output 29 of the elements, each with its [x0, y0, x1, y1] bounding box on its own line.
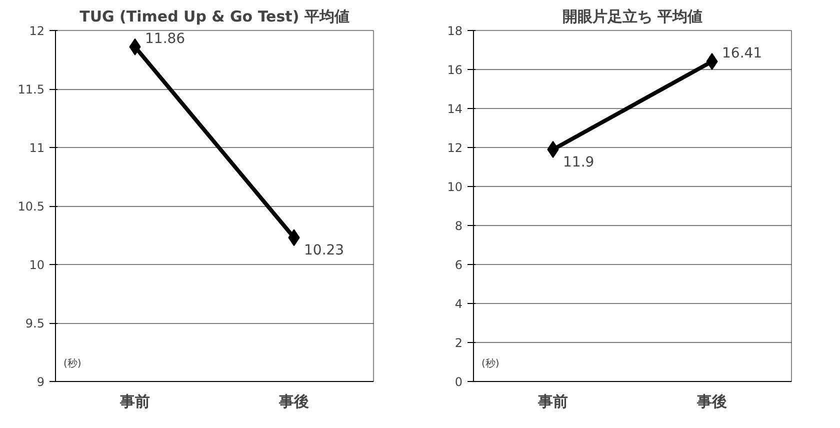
data-label: 11.86 — [145, 30, 186, 47]
annotation: (秒) — [482, 358, 500, 370]
data-label: 16.41 — [722, 46, 762, 62]
y-tick-label: 12 — [447, 141, 463, 155]
chart-title: 開眼片足立ち 平均値 — [562, 8, 703, 26]
x-tick-label: 事後 — [696, 392, 727, 410]
x-tick-label: 事後 — [278, 392, 309, 410]
y-tick-label: 0 — [454, 375, 463, 389]
y-tick-label: 9 — [36, 375, 45, 389]
x-tick-label: 事前 — [537, 392, 568, 410]
annotation: (秒) — [64, 358, 82, 370]
y-tick-label: 9.5 — [25, 316, 45, 330]
data-label: 10.23 — [304, 242, 344, 259]
y-tick-label: 10 — [29, 258, 45, 272]
y-tick-label: 10 — [447, 180, 463, 194]
y-tick-label: 10.5 — [18, 200, 44, 214]
y-tick-label: 6 — [454, 258, 463, 272]
y-tick-label: 14 — [447, 102, 463, 116]
y-tick-label: 11 — [29, 141, 45, 155]
y-tick-label: 11.5 — [18, 82, 44, 96]
chart-title: TUG (Timed Up & Go Test) 平均値 — [80, 8, 350, 26]
y-tick-label: 12 — [29, 24, 45, 38]
y-tick-label: 16 — [447, 63, 463, 77]
y-tick-label: 4 — [454, 297, 463, 311]
y-tick-label: 8 — [454, 219, 463, 233]
y-tick-label: 18 — [447, 24, 463, 38]
data-label: 11.9 — [563, 154, 594, 170]
y-tick-label: 2 — [454, 336, 463, 350]
x-tick-label: 事前 — [119, 392, 150, 410]
